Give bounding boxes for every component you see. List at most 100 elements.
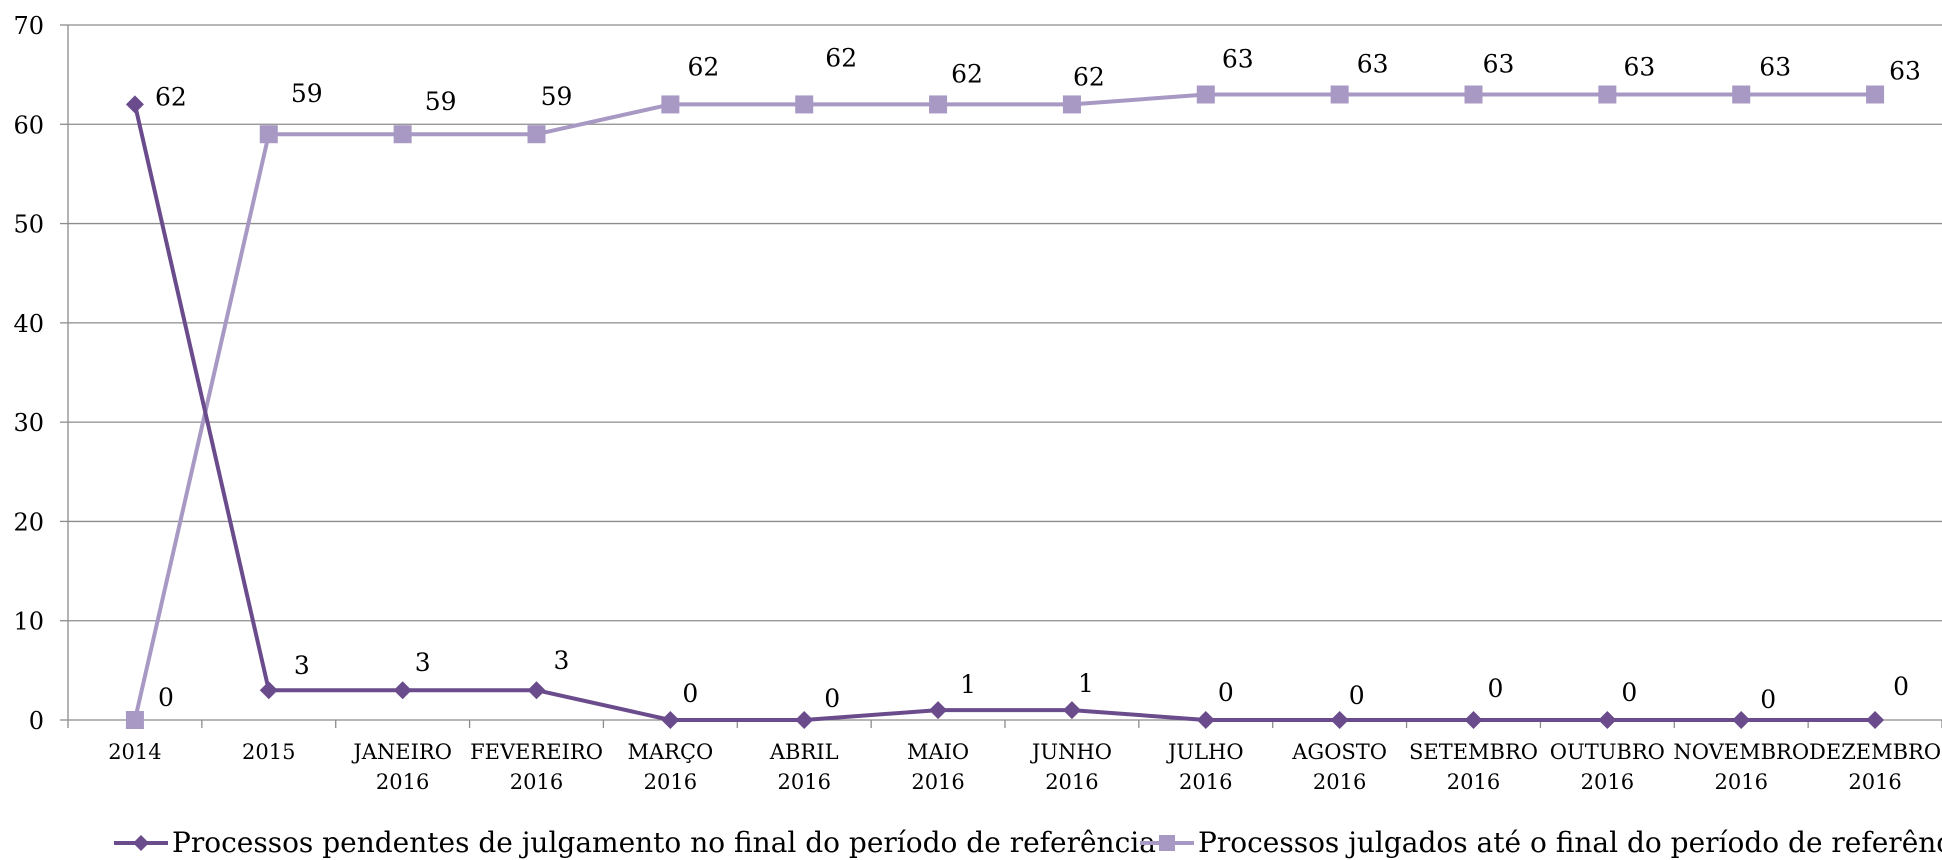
x-tick-label-line: 2014 [108,740,161,764]
data-point-square [527,125,546,144]
data-label: 63 [1889,57,1921,86]
data-point-square [1062,95,1081,114]
data-label: 3 [294,651,310,680]
data-point-diamond [1330,711,1349,729]
legend-item-julgados[interactable]: Processos julgados até o final do períod… [1138,826,1942,859]
data-label: 0 [1349,681,1365,710]
data-point-square [393,125,412,144]
x-tick-label-line: DEZEMBRO [1809,740,1941,764]
data-point-diamond [1464,711,1483,729]
data-point-diamond [661,711,680,729]
data-labels: 0 59 59 59 62 62 62 62 63 63 63 63 63 63 62 3 3 3 0 0 1 1 0 0 0 0… [155,43,1921,714]
data-point-square [795,95,814,114]
data-label: 63 [1357,50,1389,79]
series-0 [125,95,1885,729]
x-tick-label-line: ABRIL [769,740,839,764]
data-point-diamond [125,95,144,114]
data-point-square [929,95,948,114]
data-label: 63 [1483,50,1515,79]
y-tick-label: 40 [13,310,44,338]
x-tick-label-line: 2016 [777,770,830,794]
diamond-marker-icon [114,834,168,851]
y-tick-label: 30 [13,409,44,437]
x-tick-label-line: 2016 [1447,770,1500,794]
x-tick-label-line: 2016 [1313,770,1366,794]
x-tick-label-line: 2016 [1179,770,1232,794]
x-tick-label: SETEMBRO 2016 [1409,740,1538,794]
x-tick-label: 2015 [242,740,295,764]
x-tick-label-line: NOVEMBRO [1673,740,1809,764]
x-tick-label-line: 2016 [1848,770,1901,794]
y-axis: 0 10 20 30 40 50 60 70 [13,12,69,735]
data-point-square [1866,85,1885,104]
data-point-diamond [259,681,278,700]
y-tick-label: 0 [29,707,44,735]
x-tick-label: MAIO 2016 [907,740,969,794]
data-label: 3 [415,648,431,677]
x-tick-label: OUTUBRO 2016 [1550,740,1665,794]
data-label: 62 [951,59,983,88]
x-tick-label: JUNHO 2016 [1030,740,1112,794]
series-line [132,92,1876,721]
x-tick-label-line: JUNHO [1030,740,1112,764]
data-point-diamond [1196,711,1215,729]
data-point-square [1598,85,1617,104]
legend: Processos pendentes de julgamento no fin… [0,826,1942,860]
data-point-square [125,711,144,729]
x-tick-label-line: MARÇO [627,740,713,764]
legend-label-pendentes: Processos pendentes de julgamento no fin… [172,826,1156,859]
data-point-diamond [393,681,412,700]
x-tick-label-line: 2016 [510,770,563,794]
data-point-square [1732,85,1751,104]
data-label: 59 [541,82,573,111]
y-tick-label: 60 [13,111,44,139]
data-label: 59 [291,79,323,108]
data-point-diamond [1866,711,1885,729]
data-label: 63 [1623,53,1655,82]
data-label: 63 [1222,45,1254,74]
x-tick-label: MARÇO 2016 [627,740,713,794]
legend-label-julgados: Processos julgados até o final do períod… [1198,826,1942,859]
x-axis: 2014 2015 JANEIRO 2016 FEVEREIRO 2016 MARÇO 201… [67,720,1942,794]
x-tick-label: DEZEMBRO 2016 [1809,740,1941,794]
data-point-square [1464,85,1483,104]
x-tick-label-line: 2016 [911,770,964,794]
data-label: 62 [1073,62,1105,91]
y-tick-label: 20 [13,508,44,536]
x-tick-label-line: 2016 [376,770,429,794]
data-point-square [1330,85,1349,104]
series-line [132,103,1876,722]
x-tick-label: JULHO 2016 [1166,740,1244,794]
data-point-diamond [929,701,948,720]
x-tick-label: 2014 [108,740,161,764]
data-label: 0 [1488,674,1504,703]
data-label: 59 [425,87,457,116]
data-point-diamond [795,711,814,729]
legend-item-pendentes[interactable]: Processos pendentes de julgamento no fin… [112,826,1156,859]
x-tick-label-line: SETEMBRO [1409,740,1538,764]
x-tick-label: JANEIRO 2016 [351,740,452,794]
x-tick-label-line: OUTUBRO [1550,740,1665,764]
x-tick-label-line: 2015 [242,740,295,764]
data-label: 0 [1621,678,1637,707]
data-point-diamond [527,681,546,700]
x-tick-label-line: FEVEREIRO [470,740,603,764]
y-tick-label: 50 [13,211,44,239]
data-point-diamond [1598,711,1617,729]
x-tick-label-line: 2016 [644,770,697,794]
gridlines [68,24,1942,721]
data-point-square [259,125,278,144]
data-label: 0 [1893,672,1909,701]
data-label: 62 [687,52,719,81]
series-1 [125,85,1885,729]
square-marker-icon [1140,834,1194,851]
data-label: 0 [1218,678,1234,707]
y-tick-label: 70 [13,12,44,40]
data-label: 0 [158,683,174,712]
data-point-square [1196,85,1215,104]
data-label: 0 [682,679,698,708]
x-tick-label: NOVEMBRO 2016 [1673,740,1809,794]
data-point-diamond [1062,701,1081,720]
x-tick-label-line: JULHO [1166,740,1244,764]
